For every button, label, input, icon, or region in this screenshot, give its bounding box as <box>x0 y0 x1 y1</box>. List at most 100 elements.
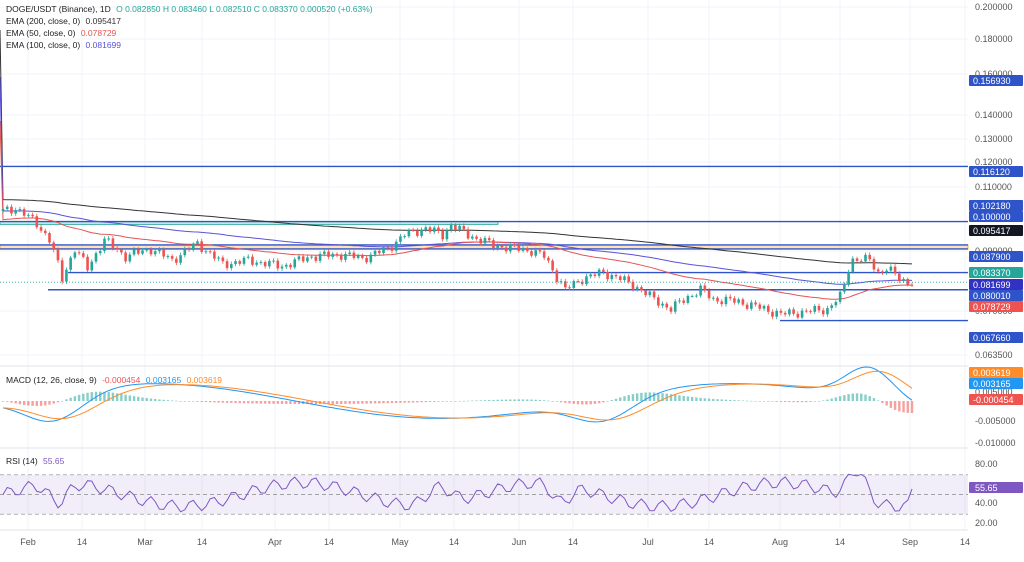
candle-body <box>783 312 787 315</box>
ema100-value: 0.081699 <box>85 40 121 50</box>
macd-hist-bar <box>187 401 191 402</box>
x-tick-label: Feb <box>20 537 36 547</box>
candle-body <box>128 254 132 262</box>
macd-hist-bar <box>640 392 643 401</box>
price-label-box <box>969 166 1023 177</box>
macd-hist-bar <box>686 396 690 401</box>
candle-body <box>830 305 833 309</box>
macd-hist-bar <box>838 396 842 401</box>
candle-body <box>771 311 774 317</box>
candle-body <box>217 257 220 259</box>
macd-hist-bar <box>94 391 98 401</box>
candle-body <box>910 284 914 286</box>
macd-hist-bar <box>356 401 360 404</box>
price-label-box <box>969 332 1023 343</box>
candle-body <box>551 260 554 271</box>
candle-body <box>449 224 453 231</box>
rsi-label-box <box>969 482 1023 493</box>
x-tick-label: Jul <box>642 537 654 547</box>
candle-body <box>893 266 897 274</box>
candle-body <box>369 254 373 263</box>
ema50-label: EMA (50, close, 0) <box>6 28 76 38</box>
macd-value-macd: 0.003165 <box>145 375 182 385</box>
macd-hist-bar <box>124 394 127 401</box>
macd-hist-bar <box>783 401 787 403</box>
macd-hist-bar <box>809 401 812 402</box>
candle-body <box>788 309 791 315</box>
x-tick-label: 14 <box>568 537 578 547</box>
candle-body <box>416 230 419 236</box>
candle-body <box>496 245 499 249</box>
candle-body <box>597 269 601 276</box>
candle-body <box>678 300 681 302</box>
macd-hist-bar <box>200 401 203 402</box>
macd-hist-bar <box>314 401 318 405</box>
candle-body <box>115 247 119 250</box>
macd-hist-bar <box>513 399 516 401</box>
macd-hist-bar <box>800 401 804 403</box>
macd-hist-bar <box>289 401 292 405</box>
candle-body <box>593 274 597 276</box>
macd-hist-bar <box>433 401 436 402</box>
macd-hist-bar <box>462 400 466 402</box>
macd-hist-bar <box>889 401 893 408</box>
macd-hist-bar <box>247 401 250 404</box>
macd-hist-bar <box>145 398 148 401</box>
macd-hist-bar <box>52 401 55 404</box>
macd-hist-bar <box>851 393 855 401</box>
macd-hist-bar <box>310 401 313 405</box>
macd-hist-bar <box>132 396 136 401</box>
candle-body <box>703 285 707 291</box>
price-label-text: 0.100000 <box>973 212 1011 222</box>
candle-body <box>758 304 762 309</box>
macd-hist-bar <box>847 394 850 401</box>
macd-hist-bar <box>280 401 284 404</box>
macd-hist-bar <box>526 399 529 401</box>
candle-body <box>103 238 106 251</box>
candle-body <box>813 305 817 312</box>
macd-hist-bar <box>107 392 110 401</box>
candle-body <box>158 249 161 252</box>
macd-hist-bar <box>27 401 30 406</box>
macd-hist-bar <box>31 401 34 406</box>
macd-hist-bar <box>504 399 508 401</box>
candle-body <box>792 309 795 314</box>
y-tick-label: 0.160000 <box>975 69 1013 79</box>
candle-body <box>411 229 415 231</box>
candle-body <box>881 271 884 273</box>
candle-body <box>707 290 711 299</box>
macd-hist-bar <box>703 398 707 401</box>
candle-body <box>504 247 508 252</box>
macd-label-box <box>969 378 1023 389</box>
macd-hist-bar <box>217 401 220 403</box>
macd-hist-bar <box>813 401 816 402</box>
candle-body <box>166 256 170 258</box>
macd-hist-bar <box>48 401 51 405</box>
macd-pane <box>1 366 914 423</box>
candle-body <box>246 256 250 258</box>
candle-body <box>234 261 237 265</box>
macd-hist-bar <box>906 401 909 413</box>
macd-hist-bar <box>635 393 639 401</box>
macd-tick-label: -0.010000 <box>975 438 1016 448</box>
macd-hist-bar <box>555 401 559 402</box>
macd-hist-bar <box>56 401 60 403</box>
candle-body <box>686 295 690 303</box>
candle-body <box>107 238 110 240</box>
candle-body <box>521 248 525 251</box>
macd-hist-bar <box>340 401 343 404</box>
macd-hist-bar <box>547 400 550 402</box>
candle-body <box>733 298 736 303</box>
macd-hist-bar <box>834 397 838 401</box>
candle-body <box>885 270 888 273</box>
candle-body <box>458 225 461 230</box>
candle-body <box>872 259 876 270</box>
candle-body <box>648 291 652 296</box>
macd-hist-bar <box>652 392 656 401</box>
candle-body <box>657 297 660 306</box>
macd-hist-bar <box>403 401 406 403</box>
candle-body <box>695 295 698 297</box>
candle-body <box>432 227 436 232</box>
candle-body <box>775 310 779 317</box>
